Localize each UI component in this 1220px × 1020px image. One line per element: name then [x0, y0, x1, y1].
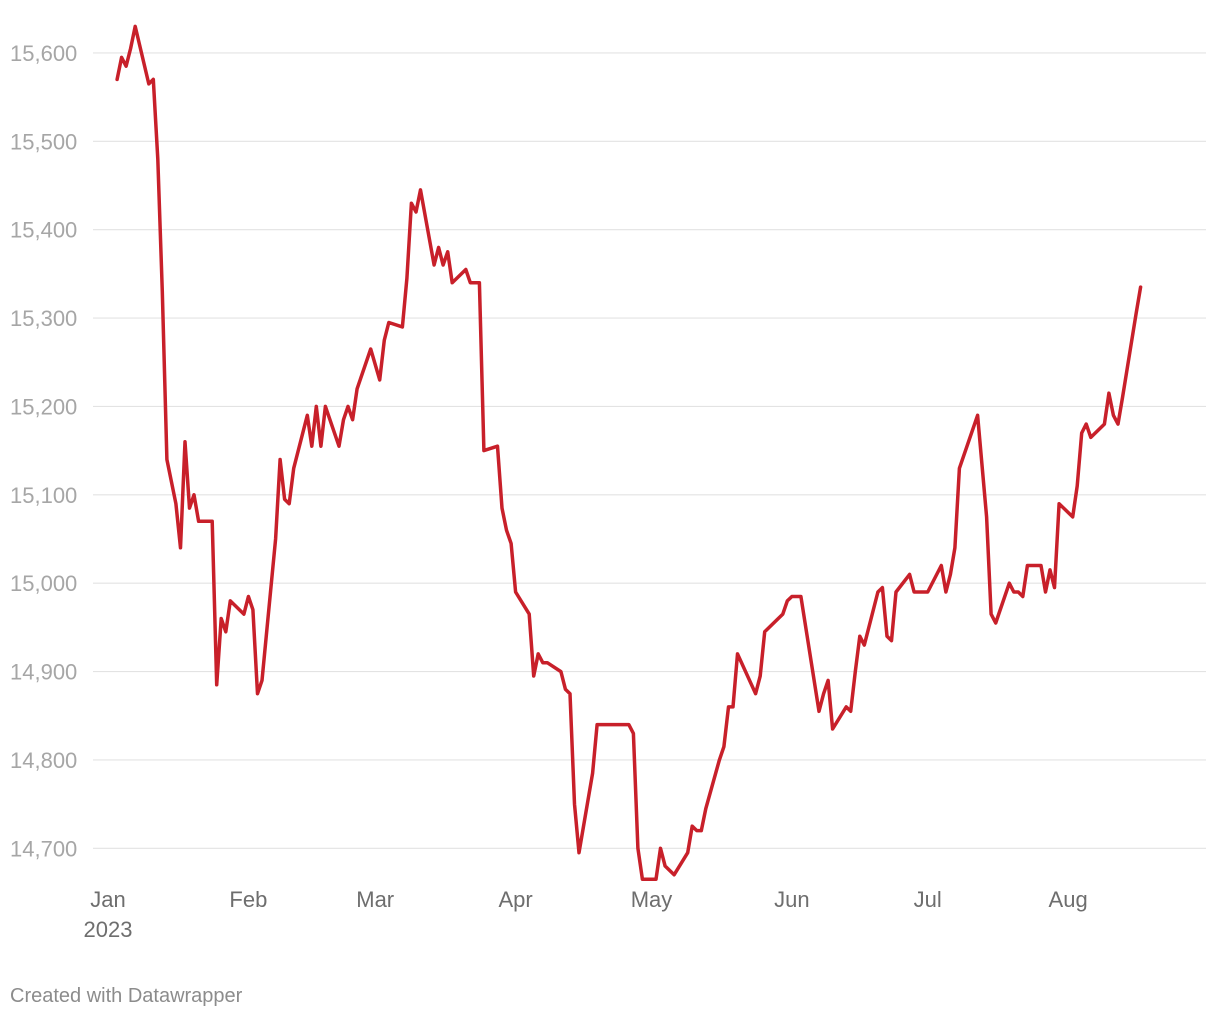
- y-tick-label: 15,300: [10, 306, 77, 331]
- y-tick-label: 15,400: [10, 218, 77, 243]
- series-line: [115, 24, 1143, 882]
- x-year-label: 2023: [84, 917, 133, 942]
- y-tick-label: 15,500: [10, 129, 77, 154]
- x-tick-label: May: [631, 887, 673, 912]
- x-tick-label: Apr: [498, 887, 532, 912]
- x-axis-tick-labels: Jan Feb Mar Apr May Jun Jul Aug 2023: [84, 887, 1088, 942]
- y-tick-label: 14,700: [10, 836, 77, 861]
- y-tick-label: 14,900: [10, 660, 77, 685]
- y-gridlines: [93, 52, 1206, 849]
- y-tick-label: 14,800: [10, 748, 77, 773]
- y-tick-label: 15,100: [10, 483, 77, 508]
- x-tick-label: Mar: [356, 887, 394, 912]
- x-tick-label: Feb: [229, 887, 267, 912]
- y-tick-label: 15,200: [10, 394, 77, 419]
- datawrapper-credit[interactable]: Created with Datawrapper: [10, 985, 243, 1007]
- x-tick-label: Jul: [914, 887, 942, 912]
- x-tick-label: Jun: [774, 887, 809, 912]
- x-tick-label: Aug: [1049, 887, 1088, 912]
- series-lines: [115, 24, 1143, 882]
- y-tick-label: 15,000: [10, 571, 77, 596]
- y-tick-label: 15,600: [10, 41, 77, 66]
- y-axis-tick-labels: 14,700 14,800 14,900 15,000 15,100 15,200 15,3…: [10, 41, 77, 861]
- x-tick-label: Jan: [90, 887, 125, 912]
